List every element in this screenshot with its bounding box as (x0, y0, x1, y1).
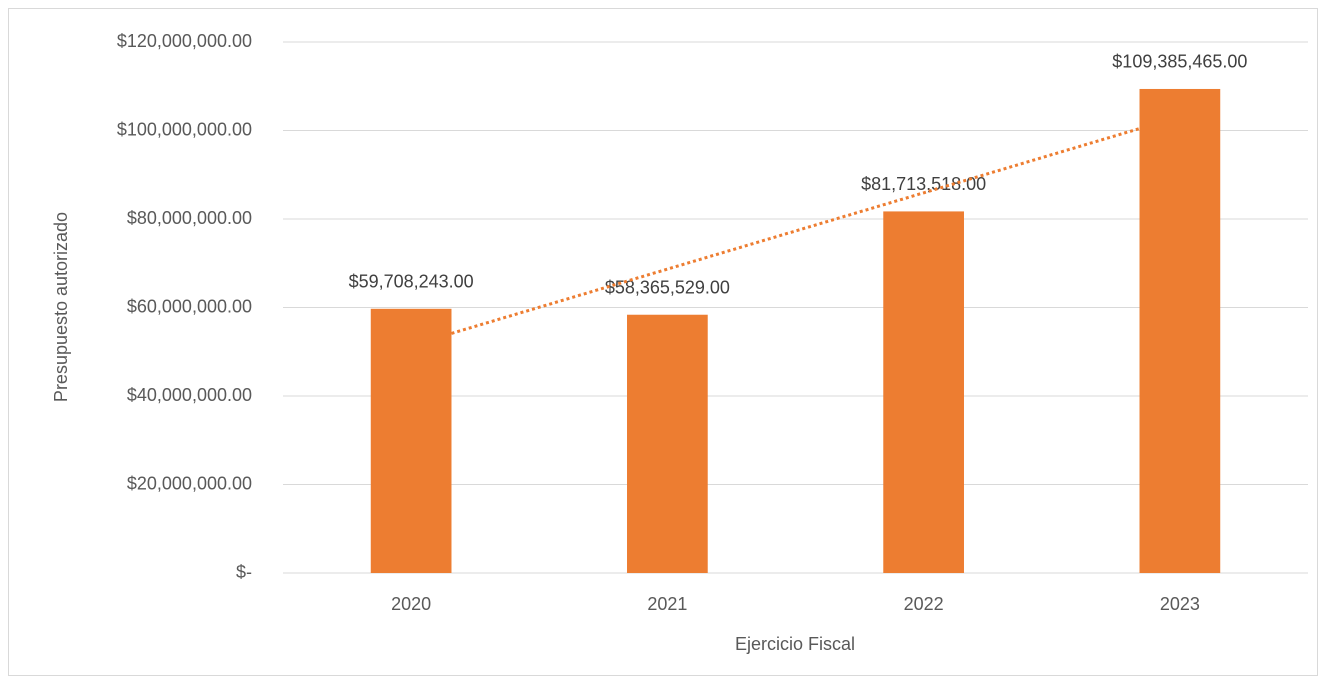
y-tick-label: $20,000,000.00 (127, 473, 252, 493)
x-axis-title: Ejercicio Fiscal (735, 634, 855, 654)
y-tick-label: $40,000,000.00 (127, 385, 252, 405)
x-tick-label: 2022 (904, 594, 944, 614)
bar (1139, 88, 1221, 574)
y-tick-label: $120,000,000.00 (117, 31, 252, 51)
bar (883, 211, 964, 574)
bar (370, 308, 452, 573)
x-tick-label: 2023 (1160, 594, 1200, 614)
y-tick-label: $60,000,000.00 (127, 296, 252, 316)
x-tick-label: 2021 (647, 594, 687, 614)
bar (627, 314, 708, 573)
data-label: $109,385,465.00 (1112, 52, 1247, 72)
data-label: $58,365,529.00 (605, 277, 730, 297)
y-tick-label: $- (236, 562, 252, 582)
y-axis-title: Presupuesto autorizado (51, 212, 71, 402)
data-label: $59,708,243.00 (349, 272, 474, 292)
data-label: $81,713,518.00 (861, 174, 986, 194)
x-tick-label: 2020 (391, 594, 431, 614)
y-tick-label: $100,000,000.00 (117, 119, 252, 139)
y-tick-label: $80,000,000.00 (127, 208, 252, 228)
